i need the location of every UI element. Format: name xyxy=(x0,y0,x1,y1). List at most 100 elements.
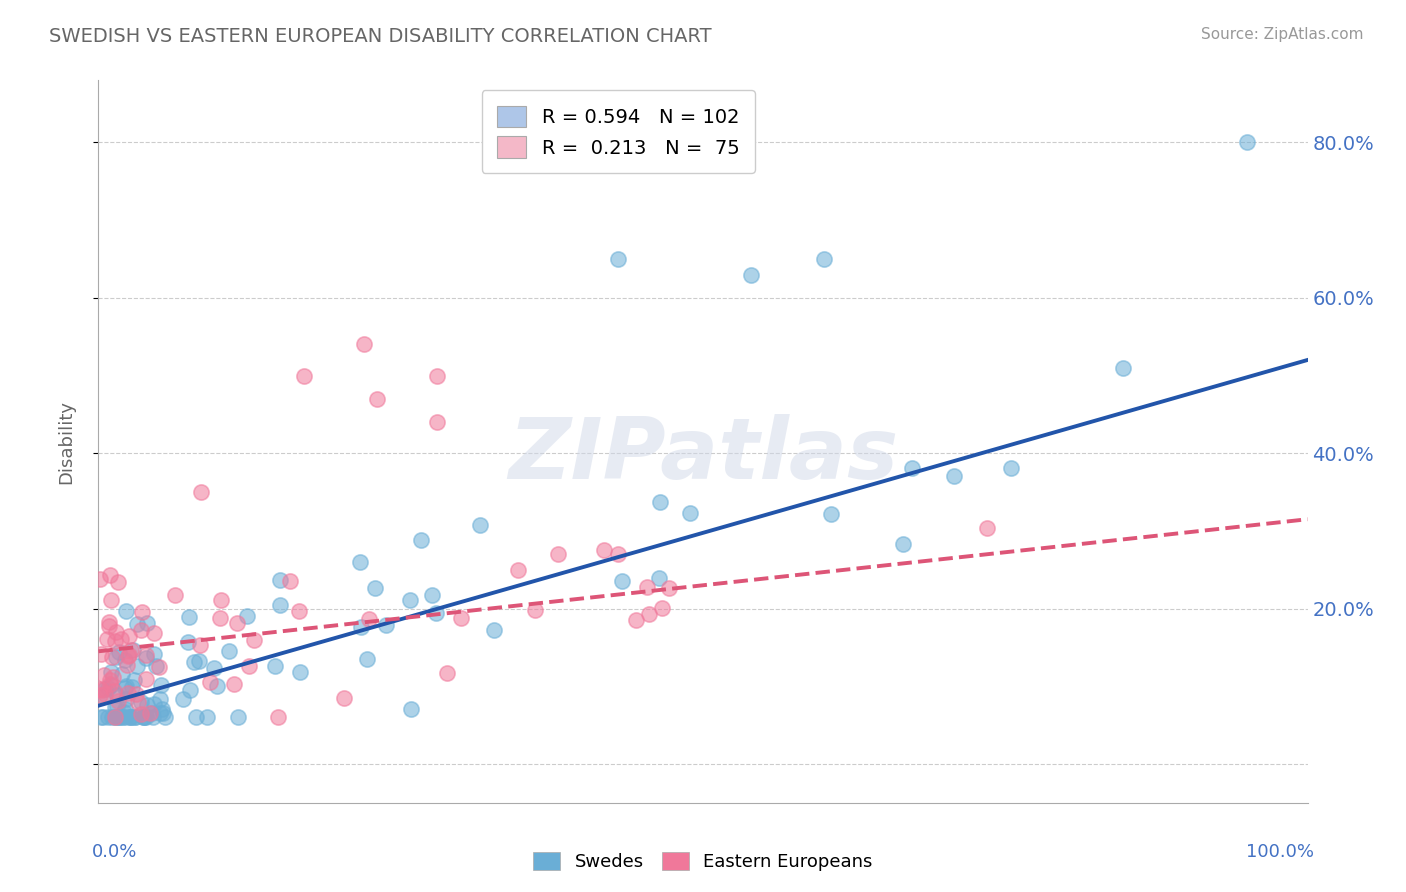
Point xyxy=(350,619,373,633)
Point xyxy=(118,629,141,643)
Point xyxy=(127,695,149,709)
Point xyxy=(607,252,630,266)
Point xyxy=(523,603,546,617)
Point xyxy=(592,542,614,557)
Point xyxy=(139,706,162,720)
Point xyxy=(172,692,194,706)
Point xyxy=(127,616,149,631)
Point xyxy=(111,710,134,724)
Point xyxy=(183,655,205,669)
Point xyxy=(1000,461,1022,475)
Point xyxy=(218,644,240,658)
Point xyxy=(353,337,375,351)
Point xyxy=(103,684,125,698)
Point xyxy=(263,658,285,673)
Point xyxy=(131,605,153,619)
Point xyxy=(399,593,422,607)
Point xyxy=(208,611,231,625)
Point xyxy=(269,598,291,612)
Point xyxy=(411,533,433,548)
Point xyxy=(135,650,157,665)
Point xyxy=(112,706,135,720)
Point xyxy=(226,710,249,724)
Point xyxy=(648,495,671,509)
Point xyxy=(547,547,569,561)
Point xyxy=(135,672,157,686)
Point xyxy=(120,710,142,724)
Point xyxy=(114,653,136,667)
Point xyxy=(820,508,842,522)
Point xyxy=(142,625,165,640)
Y-axis label: Disability: Disability xyxy=(56,400,75,483)
Point xyxy=(114,681,136,696)
Point xyxy=(101,649,124,664)
Point xyxy=(104,710,127,724)
Point xyxy=(209,593,232,607)
Point xyxy=(122,643,145,657)
Point xyxy=(150,702,173,716)
Point xyxy=(115,680,138,694)
Text: 0.0%: 0.0% xyxy=(93,843,138,861)
Point xyxy=(226,615,249,630)
Point xyxy=(637,607,659,622)
Point xyxy=(98,673,121,687)
Point xyxy=(280,574,302,588)
Point xyxy=(108,710,131,724)
Point xyxy=(610,574,633,588)
Point xyxy=(607,547,630,561)
Point xyxy=(98,619,121,633)
Point xyxy=(152,706,174,721)
Point xyxy=(105,688,128,702)
Point xyxy=(145,659,167,673)
Point xyxy=(236,609,259,624)
Point xyxy=(105,710,128,724)
Point xyxy=(436,666,458,681)
Point xyxy=(100,677,122,691)
Point xyxy=(104,710,127,724)
Point xyxy=(148,660,170,674)
Point xyxy=(129,623,152,637)
Point xyxy=(626,613,648,627)
Point xyxy=(891,537,914,551)
Text: 100.0%: 100.0% xyxy=(1246,843,1313,861)
Point xyxy=(267,710,290,724)
Point xyxy=(111,666,134,681)
Point xyxy=(399,702,422,716)
Point xyxy=(107,710,129,724)
Legend: R = 0.594   N = 102, R =  0.213   N =  75: R = 0.594 N = 102, R = 0.213 N = 75 xyxy=(482,90,755,173)
Point xyxy=(132,710,155,724)
Point xyxy=(120,642,142,657)
Point xyxy=(242,632,264,647)
Point xyxy=(97,681,120,696)
Point xyxy=(124,710,146,724)
Point xyxy=(506,563,529,577)
Point xyxy=(91,710,114,724)
Point xyxy=(740,268,762,282)
Point xyxy=(115,605,138,619)
Point xyxy=(101,670,124,684)
Point xyxy=(107,575,129,590)
Point xyxy=(135,710,157,724)
Point xyxy=(120,710,142,724)
Point xyxy=(134,710,156,724)
Point xyxy=(363,582,385,596)
Point xyxy=(98,677,121,691)
Point xyxy=(142,710,165,724)
Point xyxy=(117,686,139,700)
Point xyxy=(420,588,443,602)
Point xyxy=(188,638,211,652)
Point xyxy=(188,655,211,669)
Point xyxy=(142,698,165,712)
Point xyxy=(100,665,122,679)
Point xyxy=(636,580,658,594)
Point xyxy=(976,521,998,535)
Point xyxy=(177,609,200,624)
Text: SWEDISH VS EASTERN EUROPEAN DISABILITY CORRELATION CHART: SWEDISH VS EASTERN EUROPEAN DISABILITY C… xyxy=(49,27,711,45)
Point xyxy=(375,618,398,632)
Point xyxy=(98,567,121,582)
Point xyxy=(942,469,965,483)
Point xyxy=(141,706,163,720)
Point xyxy=(129,695,152,709)
Point xyxy=(468,517,491,532)
Point xyxy=(426,415,449,429)
